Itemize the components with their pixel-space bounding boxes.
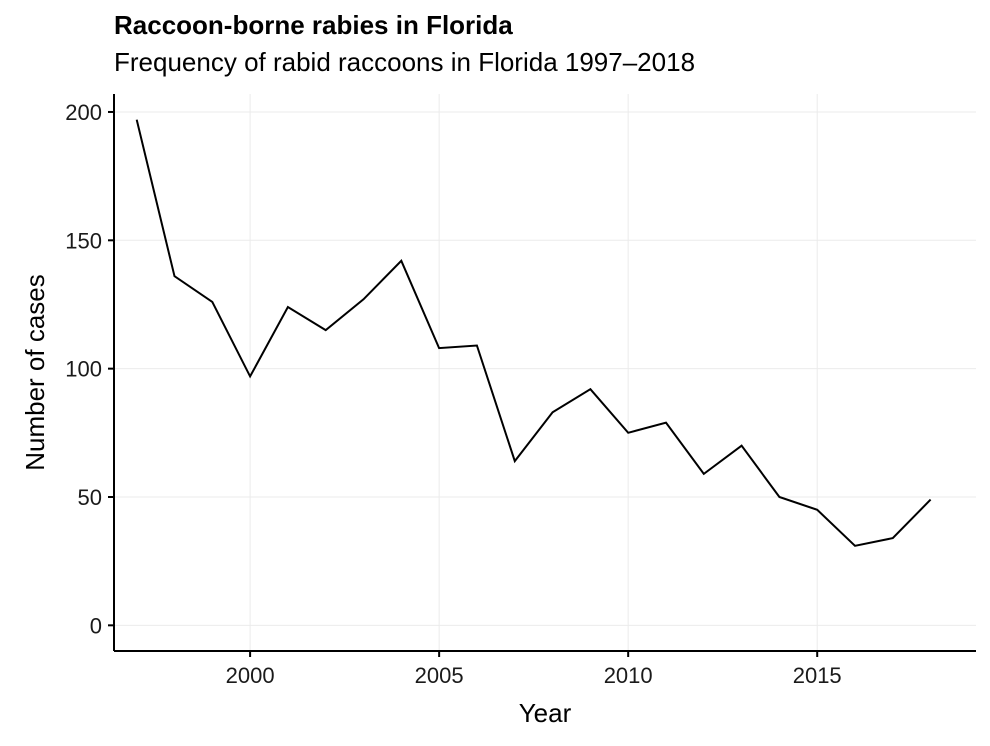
x-tick-label: 2000 xyxy=(226,663,275,688)
chart-title: Raccoon-borne rabies in Florida xyxy=(114,10,513,40)
axes xyxy=(108,94,976,657)
tick-labels: 2000 2005 2010 2015 0 50 100 150 200 xyxy=(65,100,841,688)
y-tick-label: 200 xyxy=(65,100,102,125)
x-tick-label: 2010 xyxy=(604,663,653,688)
y-tick-label: 100 xyxy=(65,357,102,382)
y-tick-label: 0 xyxy=(90,613,102,638)
chart-subtitle: Frequency of rabid raccoons in Florida 1… xyxy=(114,47,696,77)
x-tick-label: 2005 xyxy=(415,663,464,688)
x-tick-label: 2015 xyxy=(793,663,842,688)
series-line xyxy=(135,119,932,547)
series-layer xyxy=(135,119,932,547)
x-axis-label: Year xyxy=(519,698,572,728)
y-axis-label: Number of cases xyxy=(20,274,50,471)
y-tick-label: 150 xyxy=(65,228,102,253)
grid-lines xyxy=(114,94,976,651)
y-tick-label: 50 xyxy=(78,485,102,510)
